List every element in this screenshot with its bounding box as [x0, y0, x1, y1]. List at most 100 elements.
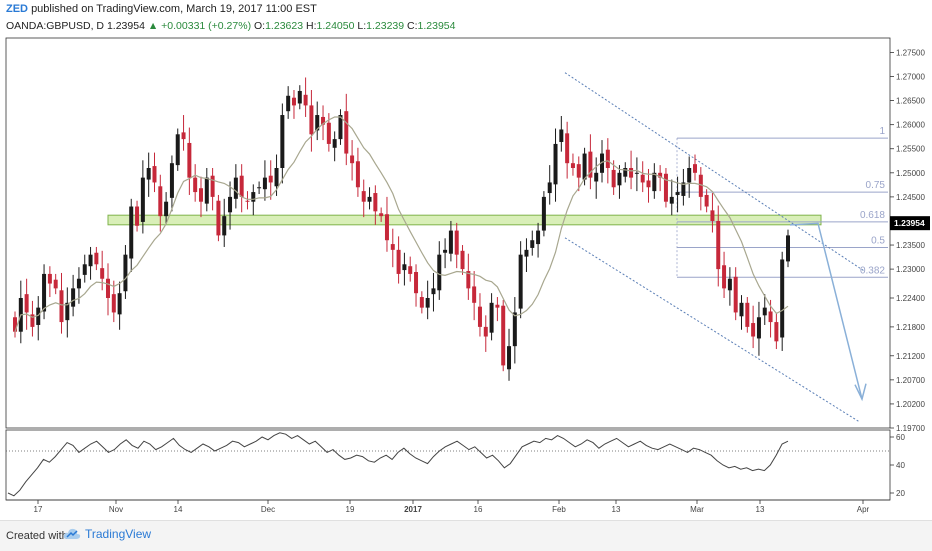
- candle-body: [367, 196, 372, 202]
- candle-body: [786, 235, 790, 262]
- last-price: 1.23954: [106, 20, 145, 32]
- open-value: 1.23623: [265, 20, 304, 32]
- candle-body: [88, 254, 93, 267]
- candle-body: [350, 155, 355, 164]
- candle-body: [344, 111, 349, 154]
- candle-body: [297, 90, 302, 104]
- candle-body: [559, 129, 564, 142]
- x-tick-label: Feb: [552, 505, 566, 514]
- price-tick-label: 1.24500: [896, 193, 925, 202]
- price-chart[interactable]: 1 0.75 0.618 0.5 0.382 1.27500 1.27000 1.26500…: [0, 0, 932, 520]
- price-tick-label: 1.25500: [896, 145, 925, 154]
- candle-body: [501, 305, 506, 366]
- candle-body: [745, 302, 750, 327]
- candle-body: [751, 323, 756, 337]
- candle-body: [762, 307, 767, 316]
- candle-body: [222, 216, 227, 236]
- candle-body: [361, 191, 366, 202]
- candle-body: [553, 143, 558, 185]
- x-tick-label: 13: [612, 505, 621, 514]
- candle-body: [204, 177, 209, 204]
- close-label: C:: [407, 20, 418, 32]
- publish-line: ZED published on TradingView.com, March …: [6, 3, 317, 15]
- candle-body: [47, 273, 52, 284]
- oscillator-line: [7, 432, 789, 497]
- candle-body: [198, 188, 203, 202]
- candle-body: [477, 306, 482, 327]
- candle-body: [53, 279, 58, 289]
- candle-body: [466, 271, 471, 289]
- candle-body: [164, 201, 169, 217]
- tradingview-brand: TradingView: [85, 527, 152, 541]
- candle-body: [512, 312, 517, 347]
- candle-body: [629, 168, 634, 178]
- candle-body: [100, 268, 105, 279]
- price-tick-label: 1.26000: [896, 121, 925, 130]
- candle-body: [431, 288, 436, 295]
- high-label: H:: [305, 20, 317, 32]
- candle-body: [262, 177, 267, 190]
- oscillator-tick-label: 40: [896, 461, 905, 470]
- candle-body: [419, 297, 424, 308]
- oscillator-tick-label: 20: [896, 489, 905, 498]
- candle-body: [547, 182, 552, 194]
- candle-body: [472, 286, 477, 303]
- projection-arrowhead: [854, 383, 867, 402]
- candle-body: [541, 196, 546, 231]
- candle-body: [216, 200, 221, 236]
- price-tick-label: 1.20700: [896, 376, 925, 385]
- candle-body: [338, 115, 343, 140]
- candle-body: [396, 249, 401, 274]
- footer-bar: Created with TradingView: [0, 520, 932, 551]
- candle-body: [152, 166, 157, 183]
- x-tick-label: Apr: [857, 505, 870, 514]
- candle-body: [94, 252, 99, 265]
- candle-body: [187, 142, 192, 178]
- candle-body: [291, 97, 296, 106]
- tradingview-logo[interactable]: TradingView: [63, 527, 151, 541]
- candle-body: [135, 206, 140, 226]
- price-tick-label: 1.23000: [896, 265, 925, 274]
- created-with-text: Created with: [6, 530, 68, 542]
- candle-body: [321, 116, 326, 125]
- channel-upper: [564, 72, 866, 272]
- x-tick-label: Dec: [261, 505, 275, 514]
- tradingview-cloud-icon: [63, 528, 81, 539]
- candle-body: [536, 230, 541, 245]
- candle-body: [489, 302, 494, 333]
- candle-body: [193, 177, 198, 193]
- candle-body: [687, 168, 692, 183]
- moving-average-line: [14, 116, 789, 332]
- candle-body: [594, 172, 599, 182]
- candle-body: [24, 294, 29, 313]
- fib-label: 0.75: [866, 180, 886, 191]
- fib-label: 0.5: [871, 235, 885, 246]
- candle-body: [634, 172, 639, 174]
- candle-body: [646, 180, 651, 188]
- oscillator-tick-label: 60: [896, 433, 905, 442]
- candle-body: [158, 186, 163, 217]
- candle-body: [460, 250, 465, 270]
- price-pane-border: [5, 37, 891, 429]
- open-label: O:: [254, 20, 266, 32]
- candle-body: [36, 307, 41, 325]
- candle-body: [123, 254, 128, 292]
- published-text: published on TradingView.com, March 19, …: [31, 3, 317, 15]
- candle-body: [280, 115, 285, 168]
- candle-body: [82, 264, 87, 275]
- candle-body: [669, 196, 674, 204]
- candle-body: [257, 187, 262, 189]
- oscillator-pane-border: [5, 429, 891, 501]
- author-link[interactable]: ZED: [6, 3, 28, 15]
- candle-body: [727, 278, 732, 291]
- candle-body: [169, 163, 174, 198]
- candle-body: [524, 249, 529, 257]
- price-tick-label: 1.21800: [896, 323, 925, 332]
- low-label: L:: [357, 20, 367, 32]
- candle-body: [704, 194, 709, 207]
- candle-body: [140, 177, 145, 222]
- candle-body: [402, 264, 407, 271]
- channel-lower: [564, 237, 861, 423]
- price-tick-label: 1.27000: [896, 73, 925, 82]
- candle-body: [565, 133, 570, 164]
